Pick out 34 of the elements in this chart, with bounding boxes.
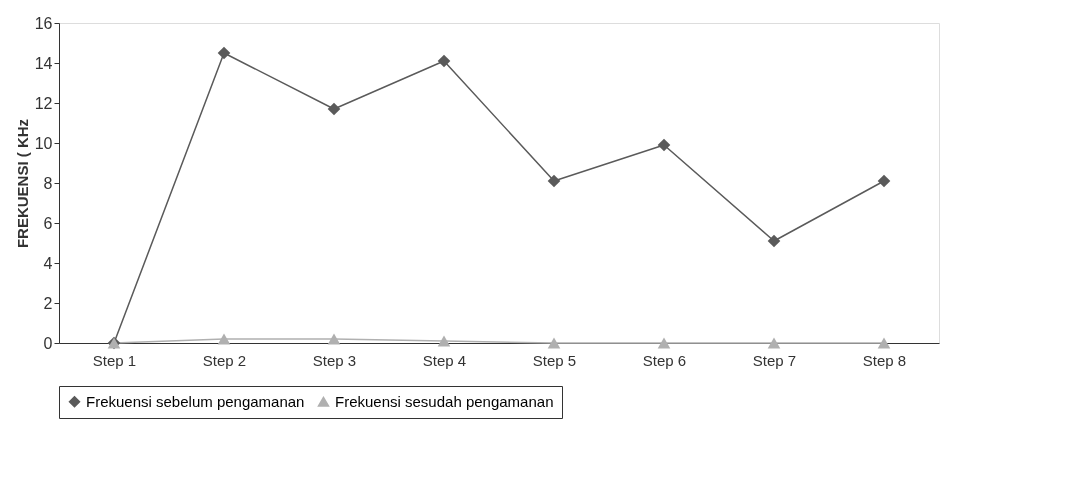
point [657, 138, 671, 152]
x-tick-label: Step 1 [92, 351, 137, 369]
x-tick-label: Step 6 [642, 351, 687, 369]
y-tick-label: 14 [34, 54, 53, 72]
point [217, 46, 231, 60]
x-tick-label: Step 2 [202, 351, 247, 369]
point [547, 337, 561, 349]
y-tick-label: 8 [43, 174, 53, 192]
y-tick-label: 2 [43, 294, 53, 312]
legend-label: Frekuensi sebelum pengamanan [86, 392, 305, 410]
point [547, 174, 561, 188]
y-tick-label: 6 [43, 214, 53, 232]
x-tick-label: Step 8 [862, 351, 907, 369]
x-tick-label: Step 5 [532, 351, 577, 369]
point [657, 337, 671, 349]
legend-label: Frekuensi sesudah pengamanan [335, 392, 554, 410]
point [327, 333, 341, 345]
point [437, 54, 451, 68]
point [877, 337, 891, 349]
y-tick-label: 12 [34, 94, 53, 112]
point [217, 333, 231, 345]
point [767, 234, 781, 248]
x-tick-label: Step 4 [422, 351, 467, 369]
point [877, 174, 891, 188]
point [437, 335, 451, 347]
y-tick-label: 4 [43, 254, 53, 272]
point [767, 337, 781, 349]
y-axis-title: FREKUENSI ( KHz [13, 118, 31, 249]
y-tick-label: 10 [34, 134, 53, 152]
x-tick-label: Step 3 [312, 351, 357, 369]
point [327, 102, 341, 116]
y-tick-label: 16 [34, 14, 53, 32]
x-tick-label: Step 7 [752, 351, 797, 369]
y-tick-label: 0 [43, 334, 53, 352]
